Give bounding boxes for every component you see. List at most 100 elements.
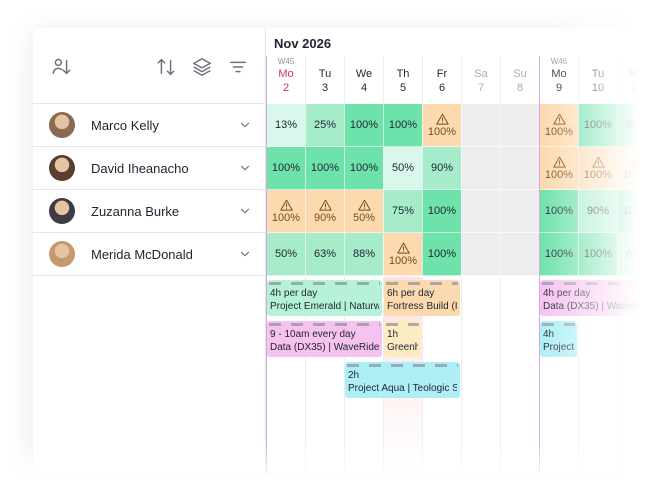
- load-cell[interactable]: 100%: [422, 190, 461, 233]
- load-cell[interactable]: 100%: [305, 147, 344, 190]
- week-label: W45: [277, 57, 295, 66]
- load-cell[interactable]: 100%: [539, 104, 578, 147]
- load-cell[interactable]: 50%: [383, 147, 422, 190]
- load-cell[interactable]: 50%: [266, 233, 305, 276]
- load-cell[interactable]: 100%: [539, 190, 578, 233]
- load-cell[interactable]: 25%: [305, 104, 344, 147]
- day-date: 8: [516, 82, 524, 94]
- task-project: Data (DX35) | WaveRider: [543, 301, 650, 312]
- load-cell[interactable]: 100%: [383, 104, 422, 147]
- load-cell[interactable]: 100%: [617, 147, 650, 190]
- load-value: 50%: [352, 211, 376, 224]
- load-cell[interactable]: 100%: [344, 104, 383, 147]
- task-bar[interactable]: 9 - 10am every day Data (DX35) | WaveRide…: [267, 321, 382, 357]
- day-header: W45 Mo 2: [266, 56, 305, 104]
- person-row[interactable]: Merida McDonald: [33, 233, 266, 276]
- chevron-down-icon[interactable]: [238, 247, 252, 261]
- sort-person-icon[interactable]: [51, 56, 73, 78]
- load-cell[interactable]: 100%: [383, 233, 422, 276]
- load-value: 100%: [271, 211, 301, 224]
- load-cell[interactable]: 100%: [266, 147, 305, 190]
- sort-arrows-icon[interactable]: [155, 56, 177, 78]
- load-cell[interactable]: 100%: [422, 104, 461, 147]
- day-name: Th: [396, 68, 410, 80]
- task-bar[interactable]: 1h Greenhouse: [384, 321, 421, 357]
- weekend-cell[interactable]: [500, 190, 539, 233]
- week-label: [384, 57, 422, 67]
- load-cell[interactable]: 100%: [578, 147, 617, 190]
- weekend-cell[interactable]: [500, 104, 539, 147]
- weekend-cell[interactable]: [461, 190, 500, 233]
- weekend-cell[interactable]: [500, 147, 539, 190]
- day-date: 11: [631, 82, 643, 94]
- task-bar[interactable]: 4h per day Project Emerald | Naturwood: [267, 280, 382, 316]
- weekend-cell[interactable]: [461, 147, 500, 190]
- load-cell[interactable]: 90%: [617, 104, 650, 147]
- load-cell[interactable]: 100%: [422, 233, 461, 276]
- weekend-cell[interactable]: [461, 233, 500, 276]
- task-bar[interactable]: 6h per day Fortress Build (IC: [384, 280, 460, 316]
- load-value: 90%: [625, 119, 649, 131]
- load-cell[interactable]: 75%: [383, 190, 422, 233]
- load-cell[interactable]: 100%: [539, 147, 578, 190]
- load-value: 100%: [388, 254, 418, 267]
- day-header: Su 8: [500, 56, 539, 104]
- weekend-cell[interactable]: [461, 104, 500, 147]
- load-value: 100%: [583, 248, 613, 260]
- task-project: Project Emerald | Naturwood: [270, 301, 379, 312]
- avatar: [49, 112, 75, 138]
- day-header: We 11: [617, 56, 650, 104]
- task-project: Greenhouse: [387, 342, 418, 353]
- task-bar[interactable]: 2h Project Aqua | Teologic Systems: [345, 362, 460, 398]
- task-bar[interactable]: 4h Project Aqua: [540, 321, 577, 357]
- chevron-down-icon[interactable]: [238, 118, 252, 132]
- load-value: 100%: [427, 205, 457, 217]
- load-cell[interactable]: 88%: [344, 233, 383, 276]
- load-cell[interactable]: 13%: [266, 104, 305, 147]
- load-value: 90%: [313, 211, 337, 224]
- day-name: Su: [513, 68, 527, 80]
- layers-icon[interactable]: [191, 56, 213, 78]
- weekend-cell[interactable]: [500, 233, 539, 276]
- load-cell[interactable]: 100%: [344, 147, 383, 190]
- week-label: [345, 57, 383, 67]
- task-bar[interactable]: 4h per day Data (DX35) | WaveRider: [540, 280, 650, 316]
- load-cell[interactable]: 100%: [266, 190, 305, 233]
- load-cell[interactable]: 90%: [578, 190, 617, 233]
- day-name: Mo: [551, 68, 567, 80]
- day-name: Tu: [318, 68, 332, 80]
- week-marker: [539, 56, 540, 473]
- load-cell[interactable]: 100%: [539, 233, 578, 276]
- week-label: [306, 57, 344, 67]
- day-date: 4: [360, 82, 368, 94]
- filter-icon[interactable]: [227, 56, 249, 78]
- load-value: 100%: [271, 162, 301, 174]
- load-value: 100%: [544, 125, 574, 138]
- day-date: 7: [477, 82, 485, 94]
- task-hours: 4h per day: [270, 288, 318, 299]
- week-label: [423, 57, 461, 67]
- day-header: Tu 3: [305, 56, 344, 104]
- chevron-down-icon[interactable]: [238, 204, 252, 218]
- person-row[interactable]: Marco Kelly: [33, 104, 266, 147]
- person-name: Merida McDonald: [91, 246, 193, 262]
- load-cell[interactable]: 50%: [344, 190, 383, 233]
- warning-triangle-icon: [435, 113, 449, 126]
- warning-triangle-icon: [552, 156, 566, 169]
- load-value: 100%: [427, 125, 457, 138]
- task-hours: 9 - 10am every day: [270, 329, 356, 340]
- load-cell[interactable]: 90%: [305, 190, 344, 233]
- resource-planner: Marco Kelly David Iheanacho Zuzanna Burke M…: [33, 28, 650, 473]
- load-cell[interactable]: 90%: [422, 147, 461, 190]
- load-cell[interactable]: 100%: [617, 190, 650, 233]
- load-cell[interactable]: 60%: [617, 233, 650, 276]
- load-value: 90%: [430, 162, 454, 174]
- person-row[interactable]: Zuzanna Burke: [33, 190, 266, 233]
- load-cell[interactable]: 100%: [578, 233, 617, 276]
- load-value: 100%: [622, 168, 650, 181]
- load-cell[interactable]: 63%: [305, 233, 344, 276]
- load-cell[interactable]: 100%: [578, 104, 617, 147]
- chevron-down-icon[interactable]: [238, 161, 252, 175]
- today-marker: [266, 56, 267, 473]
- person-row[interactable]: David Iheanacho: [33, 147, 266, 190]
